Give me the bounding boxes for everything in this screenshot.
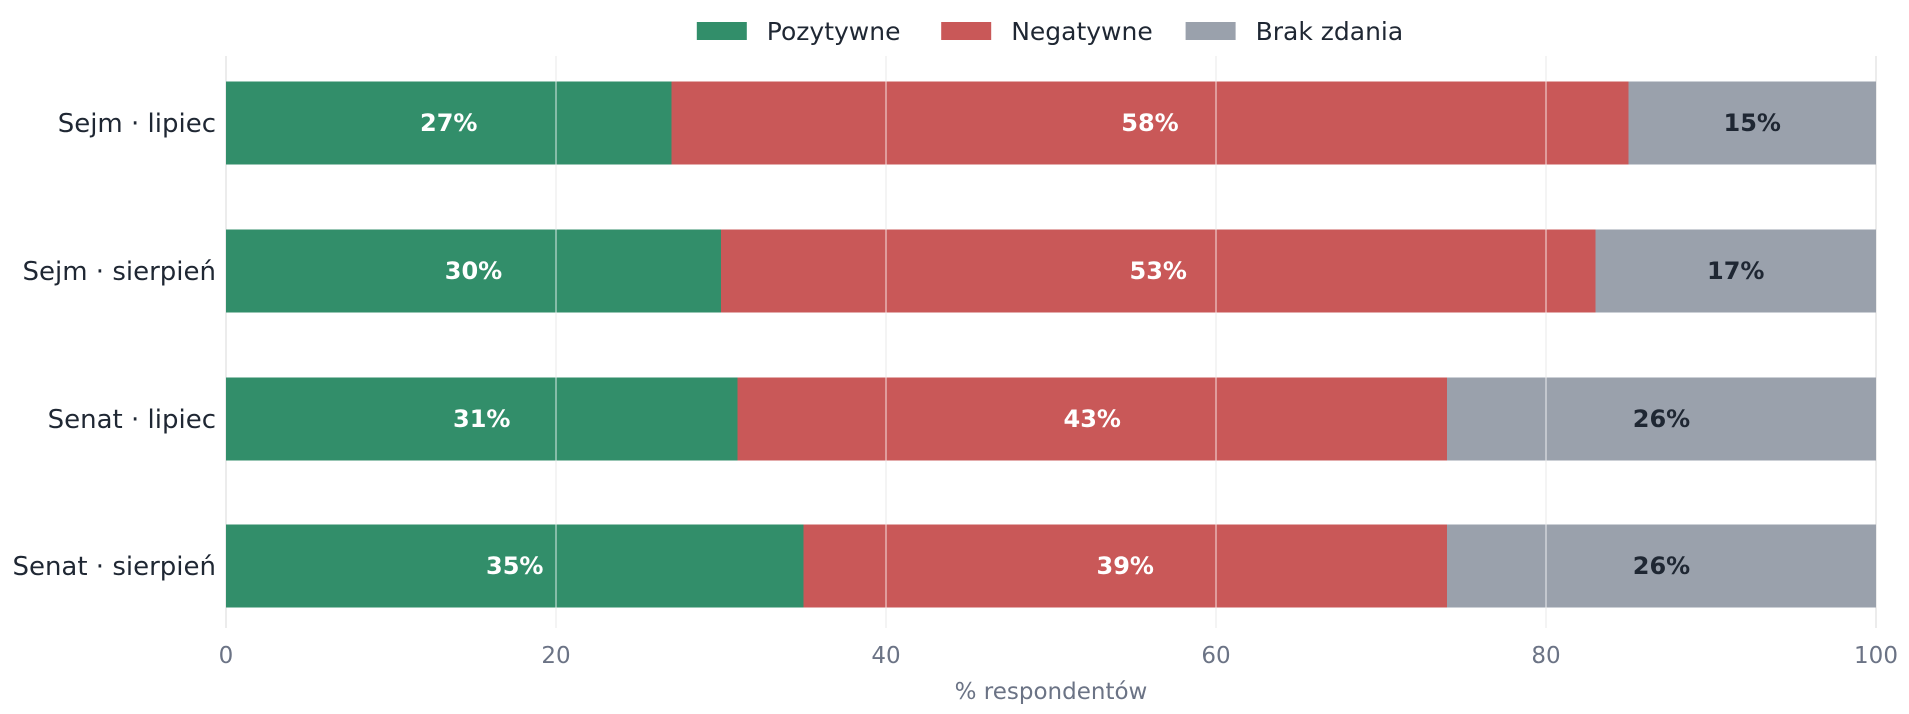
data-label-pozytywne-1: 30% [445,257,502,285]
bar-pozytywne-1 [226,229,721,313]
category-label-2: Senat · lipiec [48,405,216,435]
category-label-3: Senat · sierpień [12,552,216,582]
category-labels: Sejm · lipiec Sejm · sierpień Senat · lipi… [12,109,216,582]
data-label-pozytywne-3: 35% [486,552,543,580]
data-label-negatywne-3: 39% [1097,552,1154,580]
data-label-brak-zdania-3: 26% [1633,552,1690,580]
data-label-brak-zdania-2: 26% [1633,405,1690,433]
x-axis-title: % respondentów [955,679,1148,705]
legend-label-brak-zdania: Brak zdania [1256,17,1404,46]
x-tick-label-4: 80 [1531,643,1560,669]
data-label-pozytywne-0: 27% [420,109,477,137]
legend-label-negatywne: Negatywne [1011,17,1153,46]
legend-swatch-pozytywne [696,22,747,40]
x-tick-label-5: 100 [1854,643,1898,669]
bars: 27% 58% 15% 30% 53% 17% 31% 43% 26% 35% 39% 26% [226,56,1876,628]
bar-pozytywne-0 [226,81,672,165]
bar-brak-zdania-2 [1447,377,1876,461]
bar-brak-zdania-0 [1628,81,1876,165]
bar-negatywne-0 [671,81,1629,165]
data-label-negatywne-0: 58% [1121,109,1178,137]
legend-label-pozytywne: Pozytywne [767,17,901,46]
legend: Pozytywne Negatywne Brak zdania [696,17,1404,46]
x-tick-label-3: 60 [1201,643,1230,669]
legend-swatch-brak-zdania [1185,22,1236,40]
x-tick-label-0: 0 [219,643,234,669]
data-label-pozytywne-2: 31% [453,405,510,433]
data-label-brak-zdania-0: 15% [1724,109,1781,137]
x-tick-labels: 0 20 40 60 80 100 [219,643,1898,669]
bar-pozytywne-3 [226,524,804,608]
data-label-brak-zdania-1: 17% [1707,257,1764,285]
bar-brak-zdania-1 [1595,229,1876,313]
data-label-negatywne-2: 43% [1064,405,1121,433]
category-label-0: Sejm · lipiec [58,109,216,139]
bar-negatywne-1 [721,229,1596,313]
bar-pozytywne-2 [226,377,738,461]
x-tick-label-1: 20 [541,643,570,669]
category-label-1: Sejm · sierpień [22,257,216,287]
bar-brak-zdania-3 [1447,524,1876,608]
legend-swatch-negatywne [941,22,992,40]
x-tick-label-2: 40 [871,643,900,669]
data-label-negatywne-1: 53% [1130,257,1187,285]
bar-negatywne-2 [737,377,1447,461]
bar-negatywne-3 [803,524,1447,608]
